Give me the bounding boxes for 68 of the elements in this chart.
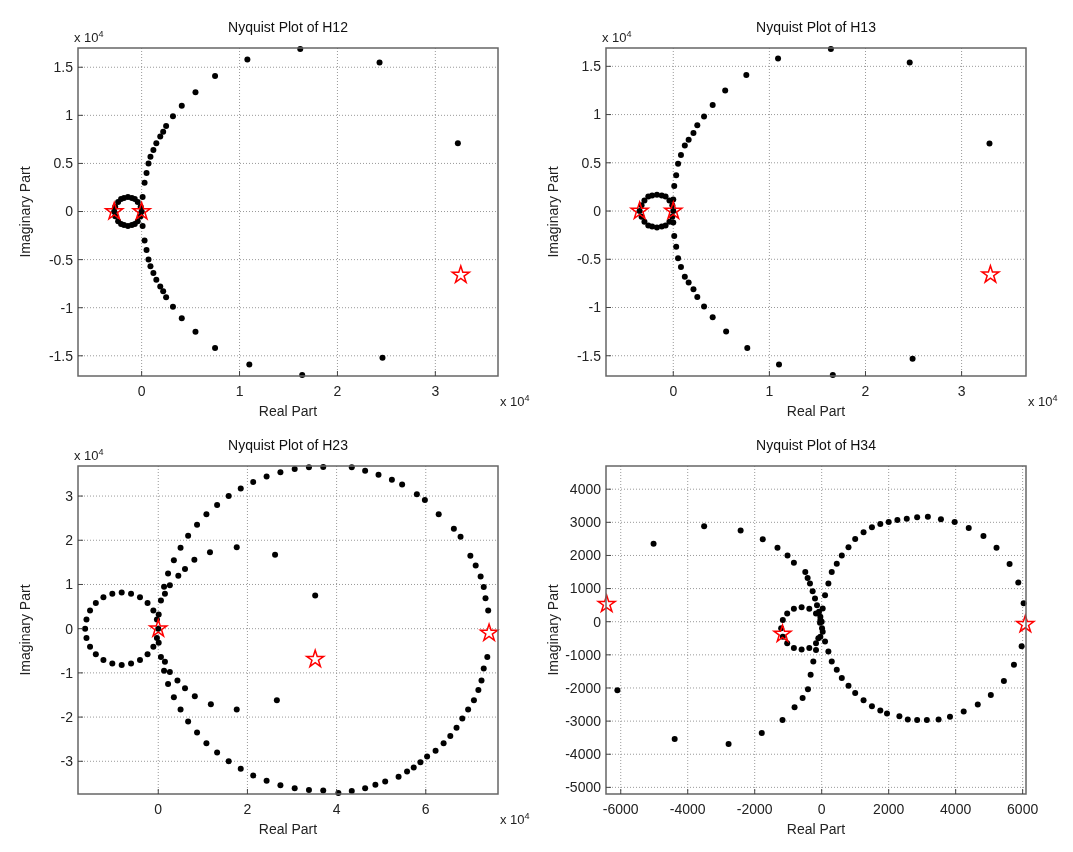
x-tick-label: 0	[137, 383, 146, 399]
x-tick-label: 4	[332, 801, 341, 817]
x-tick-label: 2	[861, 383, 870, 399]
x-tick-label: 6	[421, 801, 430, 817]
chart-title: Nyquist Plot of H12	[228, 19, 349, 35]
y-tick-label: 2000	[569, 547, 602, 564]
x-tick-label: 0	[154, 801, 163, 817]
x-tick-label: 0	[669, 383, 678, 399]
chart-title: Nyquist Plot of H23	[228, 437, 349, 453]
y-tick-label: 0.5	[53, 155, 74, 172]
x-axis-title: Real Part	[258, 403, 318, 419]
text: x 10$^{4}$	[602, 29, 632, 45]
text: x 10$^{4}$	[1028, 393, 1058, 409]
y-tick-label: 0	[593, 613, 602, 630]
y-tick-label: -2	[60, 708, 74, 725]
y-tick-label: 3	[65, 487, 74, 504]
y-tick-label: -5000	[565, 779, 602, 796]
y-axis-title: Imaginary Part	[17, 166, 33, 258]
x-tick-label: 2000	[873, 801, 905, 817]
y-tick-label: -1.5	[48, 347, 74, 364]
x-axis-title: Real Part	[786, 821, 846, 837]
chart-title: Nyquist Plot of H34	[756, 437, 877, 453]
x-axis-title: Real Part	[786, 403, 846, 419]
y-tick-label: 0.5	[581, 154, 602, 171]
text: x 10$^{4}$	[74, 29, 104, 45]
x-tick-label: 2	[243, 801, 252, 817]
x-tick-label: 4000	[940, 801, 972, 817]
y-tick-label: 3000	[569, 514, 602, 531]
y-tick-label: 1	[65, 107, 74, 124]
y-tick-label: -4000	[565, 746, 602, 763]
y-tick-label: 1	[65, 576, 74, 593]
y-tick-label: 0	[65, 203, 74, 220]
y-tick-label: -1	[60, 299, 74, 316]
y-tick-label: -1000	[565, 646, 602, 663]
y-tick-label: 2	[65, 532, 74, 549]
x-tick-label: 2	[333, 383, 342, 399]
text: x 10$^{4}$	[500, 811, 530, 827]
y-axis-title: Imaginary Part	[17, 584, 33, 676]
y-tick-label: 0	[65, 620, 74, 637]
y-tick-label: -1.5	[576, 347, 602, 364]
x-tick-label: 3	[957, 383, 966, 399]
x-axis-title: Real Part	[258, 821, 318, 837]
x-tick-label: 1	[235, 383, 244, 399]
y-tick-label: -3	[60, 753, 74, 770]
x-tick-label: 1	[765, 383, 774, 399]
x-tick-label: 6000	[1007, 801, 1039, 817]
chart-title: Nyquist Plot of H13	[756, 19, 877, 35]
y-axis-title: Imaginary Part	[545, 166, 561, 258]
y-tick-label: -1	[60, 664, 74, 681]
y-tick-label: 4000	[569, 481, 602, 498]
x-tick-label: -2000	[736, 801, 773, 817]
y-tick-label: -0.5	[48, 251, 74, 268]
y-tick-label: 1000	[569, 580, 602, 597]
y-tick-label: 0	[593, 202, 602, 219]
y-tick-label: -1	[588, 299, 602, 316]
y-tick-label: 1.5	[53, 59, 74, 76]
text: x 10$^{4}$	[500, 393, 530, 409]
x-tick-label: -4000	[669, 801, 706, 817]
y-tick-label: -0.5	[576, 251, 602, 268]
y-tick-label: 1.5	[581, 58, 602, 75]
y-tick-label: 1	[593, 106, 602, 123]
x-tick-label: 0	[817, 801, 826, 817]
y-tick-label: -2000	[565, 679, 602, 696]
y-axis-title: Imaginary Part	[545, 584, 561, 676]
x-tick-label: -6000	[602, 801, 639, 817]
x-tick-label: 3	[431, 383, 440, 399]
text: x 10$^{4}$	[74, 447, 104, 463]
y-tick-label: -3000	[565, 713, 602, 730]
